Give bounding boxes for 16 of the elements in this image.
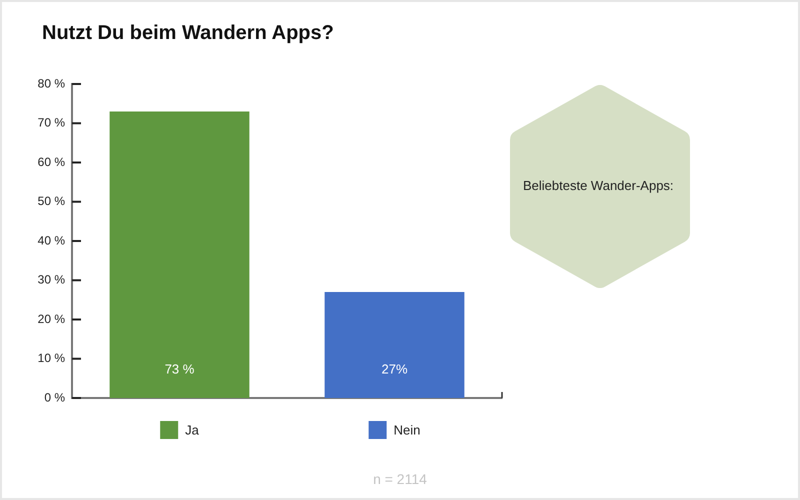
y-tick-label: 70 % [38, 116, 66, 130]
data-label: 73 % [164, 362, 195, 377]
y-tick-label: 40 % [38, 233, 66, 248]
data-label: 27% [381, 362, 408, 377]
y-tick-label: 0 % [44, 390, 66, 404]
legend-label: Nein [394, 422, 420, 438]
legend-label: Ja [185, 422, 200, 438]
y-tick-label: 50 % [38, 194, 66, 208]
text: Beliebteste Wander-Apps: [523, 178, 674, 194]
y-tick-label: 10 % [38, 351, 66, 366]
y-tick-label: 80 % [38, 76, 66, 90]
y-tick-label: 60 % [38, 154, 66, 169]
y-tick-label: 20 % [38, 312, 66, 326]
chart-title: Nutzt Du beim Wandern Apps? [42, 21, 334, 45]
y-tick-label: 30 % [38, 272, 66, 287]
text: n = 2114 [373, 471, 427, 487]
